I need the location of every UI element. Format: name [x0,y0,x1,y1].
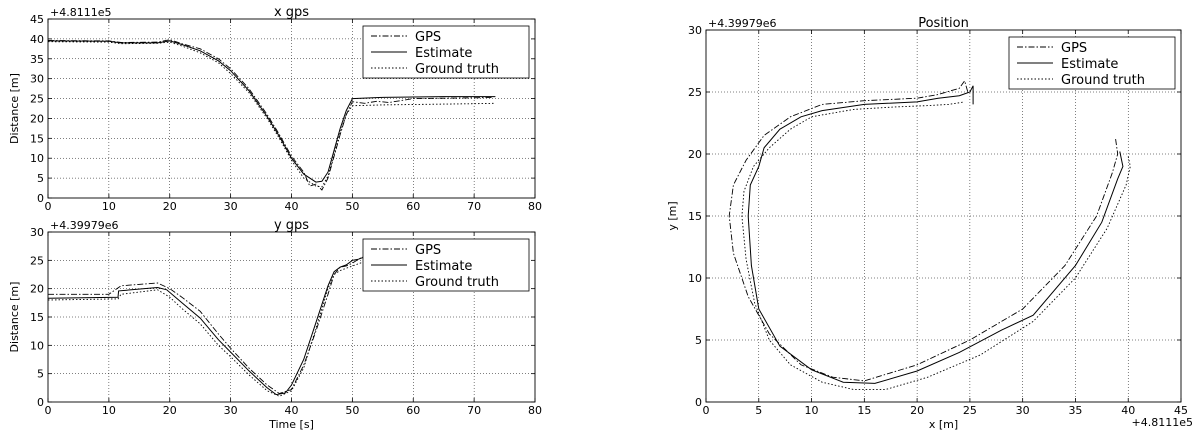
series-line-estimate [48,40,496,183]
series-line-gps [48,39,493,191]
y-tick-label: 0 [37,396,44,409]
y-tick-label: 25 [30,93,44,106]
y-tick-label: 15 [688,210,702,223]
y-tick-label: 40 [30,33,44,46]
y-tick-label: 20 [30,283,44,296]
series-line-estimate [48,256,365,396]
y-axis-label: Distance [m] [8,282,21,353]
plot-frame [47,231,536,403]
y-tick-label: 10 [688,272,702,285]
y-tick-label: 0 [37,192,44,205]
y-tick-label: 30 [688,24,702,37]
y-tick-label: 15 [30,132,44,145]
legend-label: Estimate [415,46,472,61]
series-line-gps [48,255,365,394]
chart-title: x gps [274,5,309,20]
x-tick-label: 70 [467,404,481,417]
y-offset-label: +4.39979e6 [50,219,118,232]
x-tick-label: 30 [224,200,238,213]
x-tick-label: 0 [45,200,52,213]
x-tick-label: 20 [163,404,177,417]
x-tick-label: 60 [406,404,420,417]
y-offset-label: +4.39979e6 [708,17,776,30]
legend-label: Ground truth [415,275,499,290]
x-tick-label: 30 [1016,404,1030,417]
x-tick-label: 10 [102,404,116,417]
plot-frame [705,29,1182,403]
x-offset-label: +4.8111e5 [1132,416,1193,429]
x-tick-label: 80 [528,200,542,213]
x-tick-label: 50 [345,404,359,417]
series-line-ground-truth [48,261,365,397]
x-tick-label: 20 [910,404,924,417]
y-axis-label: Distance [m] [8,73,21,144]
x-tick-label: 60 [406,200,420,213]
x-tick-label: 40 [1121,404,1135,417]
x-tick-label: 0 [45,404,52,417]
x-tick-label: 40 [285,200,299,213]
y-tick-label: 10 [30,152,44,165]
series-line-gps [728,79,1119,382]
x-tick-label: 25 [963,404,977,417]
y-tick-label: 15 [30,311,44,324]
legend-label: Estimate [415,259,472,274]
y-tick-label: 25 [30,254,44,267]
x-tick-label: 40 [285,404,299,417]
x-tick-label: 35 [1068,404,1082,417]
y-tick-label: 0 [695,396,702,409]
y-axis-label: y [m] [666,201,679,230]
y-tick-label: 10 [30,339,44,352]
y-tick-label: 35 [30,53,44,66]
x-tick-label: 15 [857,404,871,417]
y-tick-label: 20 [688,148,702,161]
legend-label: GPS [1061,41,1087,56]
y-tick-label: 5 [695,334,702,347]
x-tick-label: 10 [805,404,819,417]
x-tick-label: 5 [755,404,762,417]
y-tick-label: 30 [30,226,44,239]
x-axis-label: Time [s] [268,418,314,431]
y-tick-label: 5 [37,368,44,381]
legend-label: GPS [415,243,441,258]
y-tick-label: 20 [30,112,44,125]
y-tick-label: 25 [688,86,702,99]
x-tick-label: 10 [102,200,116,213]
chart-title: Position [918,16,969,31]
y-offset-label: +4.8111e5 [50,6,111,19]
legend-label: Ground truth [415,62,499,77]
x-tick-label: 80 [528,404,542,417]
x-tick-label: 30 [224,404,238,417]
chart-title: y gps [274,218,309,233]
legend-label: Estimate [1061,57,1118,72]
legend-label: Ground truth [1061,73,1145,88]
legend-label: GPS [415,30,441,45]
x-tick-label: 0 [703,404,710,417]
series-line-ground-truth [741,101,1131,391]
x-axis-label: x [m] [929,418,958,431]
y-tick-label: 45 [30,13,44,26]
x-tick-label: 70 [467,200,481,213]
x-tick-label: 50 [345,200,359,213]
y-tick-label: 30 [30,73,44,86]
series-line-ground-truth [48,41,496,188]
series-line-estimate [747,85,1124,384]
y-tick-label: 5 [37,172,44,185]
x-tick-label: 45 [1174,404,1188,417]
plot-frame [47,18,536,199]
x-tick-label: 20 [163,200,177,213]
